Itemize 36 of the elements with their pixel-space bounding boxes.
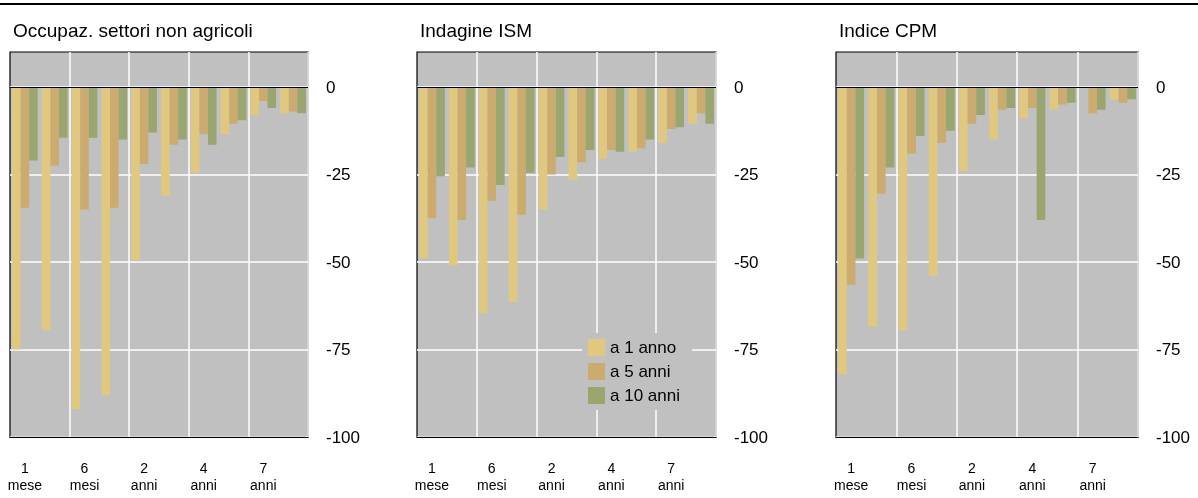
- x-tick-label: 6 mesi: [476, 459, 507, 493]
- x-tick-label: 2 anni: [958, 459, 986, 493]
- x-tick-label: 6 mesi: [896, 459, 927, 493]
- chart-title: Indagine ISM: [420, 20, 532, 41]
- chart-title: Occupaz. settori non agricoli: [13, 20, 253, 41]
- x-tick-label: 7 anni: [657, 459, 685, 493]
- y-tick-label: -100: [1156, 427, 1191, 447]
- x-tick-label: 1 mese: [414, 459, 450, 493]
- y-tick-label: -50: [734, 252, 759, 272]
- legend-label: a 5 anni: [610, 362, 671, 381]
- x-tick-label: 2 anni: [538, 459, 565, 493]
- y-tick-label: -75: [1156, 340, 1181, 359]
- y-tick-label: -75: [326, 340, 351, 359]
- y-tick-label: -50: [1156, 252, 1181, 272]
- y-tick-label: 0: [1156, 77, 1166, 97]
- y-tick-label: -100: [326, 427, 361, 447]
- y-tick-label: -25: [1156, 165, 1181, 184]
- x-tick-label: 2 anni: [130, 459, 158, 493]
- y-tick-label: -25: [734, 165, 759, 184]
- x-tick-label: 4 anni: [598, 459, 625, 493]
- y-tick-label: -75: [734, 340, 759, 359]
- x-tick-label: 1 mese: [833, 459, 869, 493]
- y-tick-label: -25: [326, 165, 351, 184]
- x-tick-label: 7 anni: [250, 459, 277, 493]
- x-tick-label: 1 mese: [7, 459, 43, 493]
- legend-label: a 10 anni: [610, 386, 680, 405]
- legend-label: a 1 anno: [610, 338, 677, 357]
- chart-title: Indice CPM: [839, 20, 938, 41]
- y-tick-label: 0: [734, 77, 744, 97]
- x-tick-label: 4 anni: [190, 459, 217, 493]
- y-tick-label: -50: [326, 252, 351, 272]
- y-tick-label: -100: [734, 427, 769, 447]
- y-tick-label: 0: [326, 77, 336, 97]
- x-tick-label: 6 mesi: [69, 459, 100, 493]
- x-tick-label: 7 anni: [1079, 459, 1106, 493]
- x-tick-label: 4 anni: [1019, 459, 1046, 493]
